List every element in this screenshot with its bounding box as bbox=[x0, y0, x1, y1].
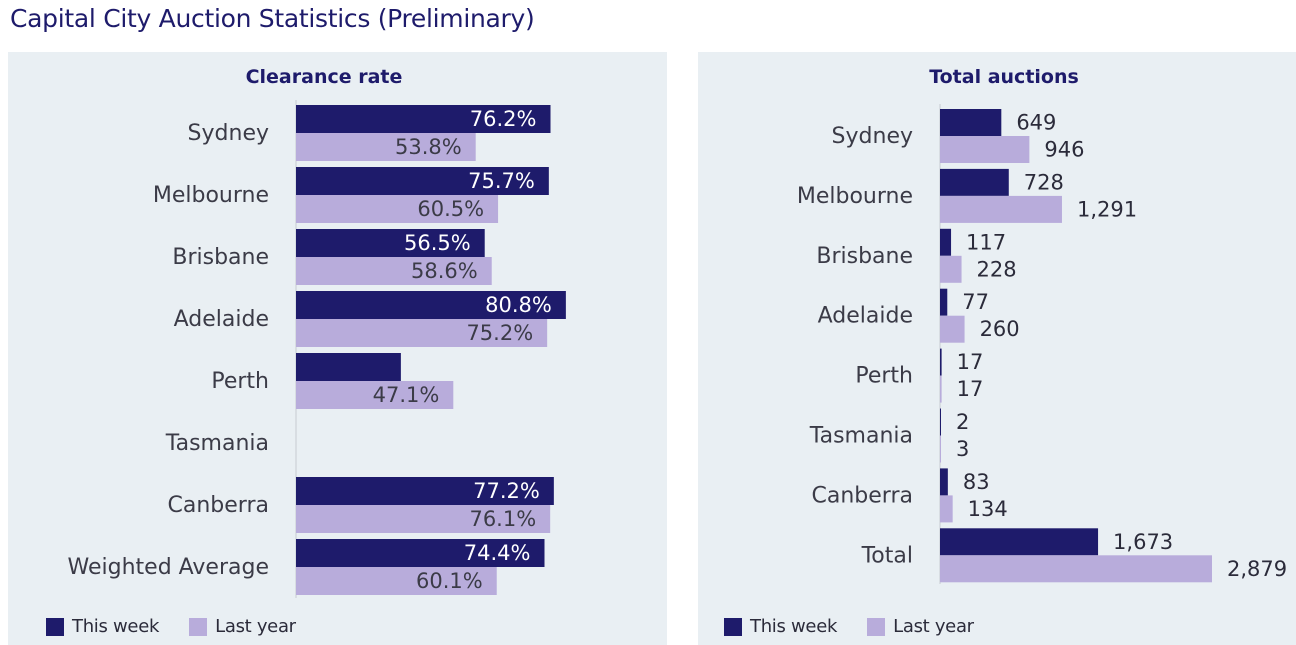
data-label-last-year-tasmania: 3 bbox=[956, 437, 969, 461]
bar-this-week-canberra bbox=[296, 477, 554, 505]
total-auctions-panel: Total auctions Sydney 649 946 Melbourne 728 1,… bbox=[698, 52, 1296, 645]
total-auctions-chart: Total auctions Sydney 649 946 Melbourne 728 1,… bbox=[797, 66, 1287, 584]
category-label-brisbane: Brisbane bbox=[172, 245, 269, 270]
bar-last-year-sydney bbox=[940, 136, 1030, 163]
bar-last-year-brisbane bbox=[940, 255, 962, 283]
chart-title: Total auctions bbox=[929, 66, 1079, 88]
data-label-last-year-total: 2,879 bbox=[1227, 557, 1287, 581]
bar-this-week-sydney bbox=[940, 109, 1002, 136]
data-label-this-week-canberra: 83 bbox=[963, 470, 990, 494]
bar-last-year-canberra bbox=[940, 495, 953, 523]
data-label-this-week-adelaide: 77 bbox=[962, 290, 989, 314]
data-label-this-week-brisbane: 117 bbox=[966, 230, 1006, 254]
legend-item-this-week: This week bbox=[724, 616, 837, 637]
data-label-last-year-canberra: 134 bbox=[968, 497, 1008, 521]
bar-this-week-brisbane bbox=[940, 228, 952, 256]
data-label-this-week-sydney: 76.2% bbox=[470, 107, 537, 131]
bar-this-week-brisbane bbox=[296, 229, 485, 257]
category-label-total: Total bbox=[861, 543, 913, 568]
data-label-last-year-perth: 17 bbox=[957, 377, 984, 401]
category-label-brisbane: Brisbane bbox=[816, 244, 913, 269]
clearance-rate-chart: Clearance rate Sydney 76.2% 53.8% Melbourne 7… bbox=[68, 66, 566, 598]
category-label-melbourne: Melbourne bbox=[153, 183, 269, 208]
bar-last-year-perth bbox=[940, 375, 942, 403]
data-label-last-year-melbourne: 1,291 bbox=[1077, 197, 1137, 221]
bar-last-year-adelaide bbox=[296, 319, 548, 347]
bar-this-week-perth bbox=[940, 348, 942, 376]
legend-label-last-year: Last year bbox=[893, 616, 974, 637]
legend-label-this-week: This week bbox=[750, 616, 838, 637]
data-label-this-week-perth: 17 bbox=[957, 350, 984, 374]
data-label-this-week-melbourne: 75.7% bbox=[468, 169, 535, 193]
category-label-melbourne: Melbourne bbox=[797, 184, 913, 209]
data-label-this-week-tasmania: 2 bbox=[956, 410, 969, 434]
category-label-adelaide: Adelaide bbox=[818, 304, 913, 329]
data-label-this-week-melbourne: 728 bbox=[1024, 170, 1064, 194]
legend-item-this-week: This week bbox=[46, 616, 159, 637]
bar-last-year-brisbane bbox=[296, 257, 492, 285]
data-label-last-year-brisbane: 58.6% bbox=[411, 259, 478, 283]
legend-swatch-this-week bbox=[724, 617, 742, 636]
category-label-adelaide: Adelaide bbox=[174, 307, 269, 332]
data-label-this-week-adelaide: 80.8% bbox=[485, 293, 552, 317]
data-label-last-year-weighted-average: 60.1% bbox=[416, 569, 483, 593]
data-label-last-year-adelaide: 75.2% bbox=[466, 321, 533, 345]
bar-last-year-tasmania bbox=[940, 435, 941, 463]
legend-item-last-year: Last year bbox=[189, 616, 296, 637]
bar-this-week-adelaide bbox=[296, 291, 566, 319]
category-label-perth: Perth bbox=[855, 364, 913, 389]
clearance-rate-panel: Clearance rate Sydney 76.2% 53.8% Melbourne 7… bbox=[8, 52, 667, 645]
data-label-this-week-sydney: 649 bbox=[1016, 111, 1056, 135]
bar-last-year-weighted-average bbox=[296, 567, 497, 595]
clearance-rate-legend: This week Last year bbox=[46, 616, 326, 637]
category-label-sydney: Sydney bbox=[188, 121, 269, 146]
bar-last-year-canberra bbox=[296, 505, 551, 533]
total-auctions-legend: This week Last year bbox=[724, 616, 1004, 637]
legend-label-last-year: Last year bbox=[215, 616, 296, 637]
bar-this-week-perth bbox=[296, 353, 401, 381]
data-label-last-year-melbourne: 60.5% bbox=[417, 197, 484, 221]
legend-label-this-week: This week bbox=[72, 616, 160, 637]
bar-last-year-total bbox=[940, 555, 1212, 583]
bar-this-week-adelaide bbox=[940, 288, 948, 316]
data-label-last-year-adelaide: 260 bbox=[980, 317, 1020, 341]
chart-title: Clearance rate bbox=[246, 66, 403, 88]
data-label-last-year-sydney: 946 bbox=[1044, 138, 1084, 162]
category-label-perth: Perth bbox=[211, 369, 269, 394]
bar-this-week-sydney bbox=[296, 105, 551, 133]
bar-this-week-melbourne bbox=[296, 167, 549, 195]
bar-this-week-weighted-average bbox=[296, 539, 545, 567]
bar-this-week-melbourne bbox=[940, 168, 1009, 196]
legend-swatch-this-week bbox=[46, 617, 64, 636]
bar-last-year-adelaide bbox=[940, 315, 965, 343]
category-label-tasmania: Tasmania bbox=[809, 424, 913, 449]
page-title: Capital City Auction Statistics (Prelimi… bbox=[10, 4, 535, 33]
legend-item-last-year: Last year bbox=[867, 616, 974, 637]
data-label-last-year-canberra: 76.1% bbox=[469, 507, 536, 531]
data-label-last-year-perth: 47.1% bbox=[373, 383, 440, 407]
data-label-this-week-brisbane: 56.5% bbox=[404, 231, 471, 255]
bar-this-week-tasmania bbox=[940, 408, 941, 436]
category-label-sydney: Sydney bbox=[832, 124, 913, 149]
category-label-canberra: Canberra bbox=[168, 493, 269, 518]
data-label-last-year-brisbane: 228 bbox=[977, 257, 1017, 281]
category-label-weighted-average: Weighted Average bbox=[68, 555, 269, 580]
legend-swatch-last-year bbox=[867, 617, 886, 636]
bar-last-year-melbourne bbox=[296, 195, 499, 223]
bar-this-week-total bbox=[940, 528, 1099, 556]
bar-last-year-perth bbox=[296, 381, 454, 409]
category-label-canberra: Canberra bbox=[812, 483, 913, 508]
data-label-this-week-weighted-average: 74.4% bbox=[464, 541, 531, 565]
bar-last-year-sydney bbox=[296, 133, 476, 161]
data-label-this-week-canberra: 77.2% bbox=[473, 479, 540, 503]
category-label-tasmania: Tasmania bbox=[165, 431, 269, 456]
bar-last-year-melbourne bbox=[940, 195, 1062, 223]
legend-swatch-last-year bbox=[189, 617, 208, 636]
data-label-this-week-total: 1,673 bbox=[1113, 530, 1173, 554]
bar-this-week-canberra bbox=[940, 468, 948, 496]
data-label-last-year-sydney: 53.8% bbox=[395, 135, 462, 159]
